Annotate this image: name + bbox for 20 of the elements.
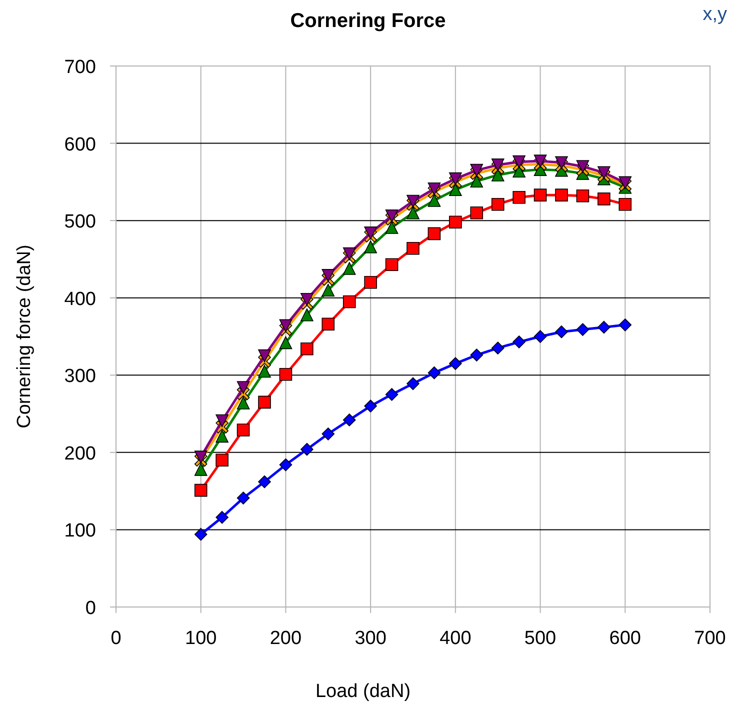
y-tick-label: 700 xyxy=(64,57,96,78)
x-tick-label: 500 xyxy=(524,628,556,649)
x-tick-label: 100 xyxy=(185,628,217,649)
y-tick-label: 0 xyxy=(85,598,96,619)
y-tick-label: 300 xyxy=(64,366,96,388)
x-tick-label: 400 xyxy=(440,628,472,649)
chart-title: Cornering Force xyxy=(290,10,446,32)
y-axis-title: Cornering force (daN) xyxy=(14,244,35,428)
x-axis-title: Load (daN) xyxy=(315,681,411,702)
x-tick-label: 600 xyxy=(609,628,641,649)
y-tick-label: 200 xyxy=(64,443,96,464)
x-tick-label: 300 xyxy=(354,628,386,649)
x-tick-label: 0 xyxy=(110,628,122,649)
y-tick-label: 600 xyxy=(64,134,96,156)
y-tick-label: 500 xyxy=(64,212,96,233)
x-tick-label: 200 xyxy=(270,628,302,649)
y-tick-label: 100 xyxy=(64,520,96,542)
y-tick-label: 400 xyxy=(64,288,96,310)
text: x,y xyxy=(702,4,728,25)
x-tick-label: 700 xyxy=(694,628,726,649)
